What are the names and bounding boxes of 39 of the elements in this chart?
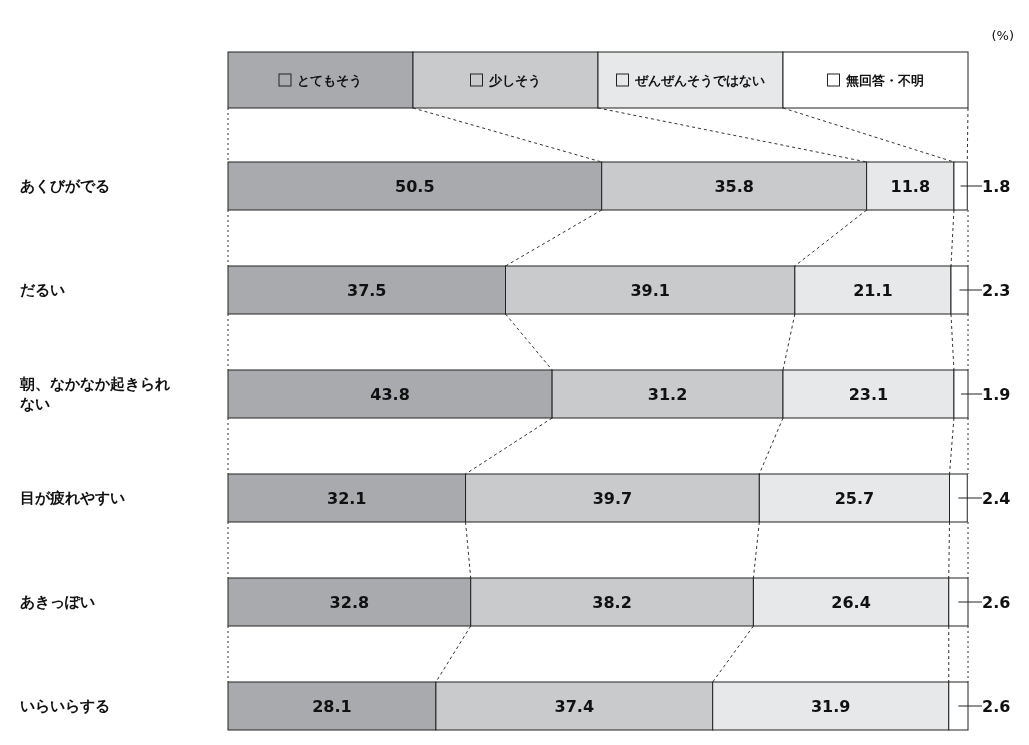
legend-item: 少しそう [412,51,599,109]
data-label: 26.4 [831,593,871,612]
data-label: 35.8 [714,177,754,196]
data-label: 37.4 [554,697,595,716]
data-label: 1.9 [982,385,1011,404]
category-label: あきっぽい [20,593,95,611]
data-label: 37.5 [347,281,387,300]
legend-label: ぜんぜんそうではない [633,73,765,88]
category-label: 朝、なかなか起きられない [20,375,170,413]
data-label: 25.7 [834,489,875,508]
data-label: 21.1 [853,281,893,300]
legend-item: ぜんぜんそうではない [597,51,784,109]
data-label: 2.6 [982,593,1011,612]
category-label: だるい [20,281,65,299]
data-label: 38.2 [592,593,632,612]
data-label: 32.8 [329,593,370,612]
data-label: 31.2 [647,385,688,404]
legend-item: 無回答・不明 [782,51,969,109]
data-label: 2.4 [982,489,1011,508]
text: (%) [991,28,1014,43]
data-label: 28.1 [312,697,352,716]
data-label: 32.1 [327,489,367,508]
data-label: 2.6 [982,697,1011,716]
data-label: 11.8 [890,177,931,196]
data-label: 39.7 [592,489,633,508]
category-label: 目が疲れやすい [20,489,125,507]
data-label: 31.9 [810,697,851,716]
data-label: 2.3 [982,281,1011,300]
category-label: いらいらする [20,697,110,715]
data-label: 23.1 [848,385,889,404]
data-label: 39.1 [630,281,670,300]
data-label: 1.8 [982,177,1011,196]
data-label: 50.5 [395,177,435,196]
legend-item: とてもそう [227,51,414,109]
category-label: あくびがでる [20,177,110,195]
legend-label: 少しそう [487,73,541,88]
data-label: 43.8 [370,385,410,404]
legend-label: とてもそう [297,73,362,88]
legend-label: 無回答・不明 [844,73,924,88]
